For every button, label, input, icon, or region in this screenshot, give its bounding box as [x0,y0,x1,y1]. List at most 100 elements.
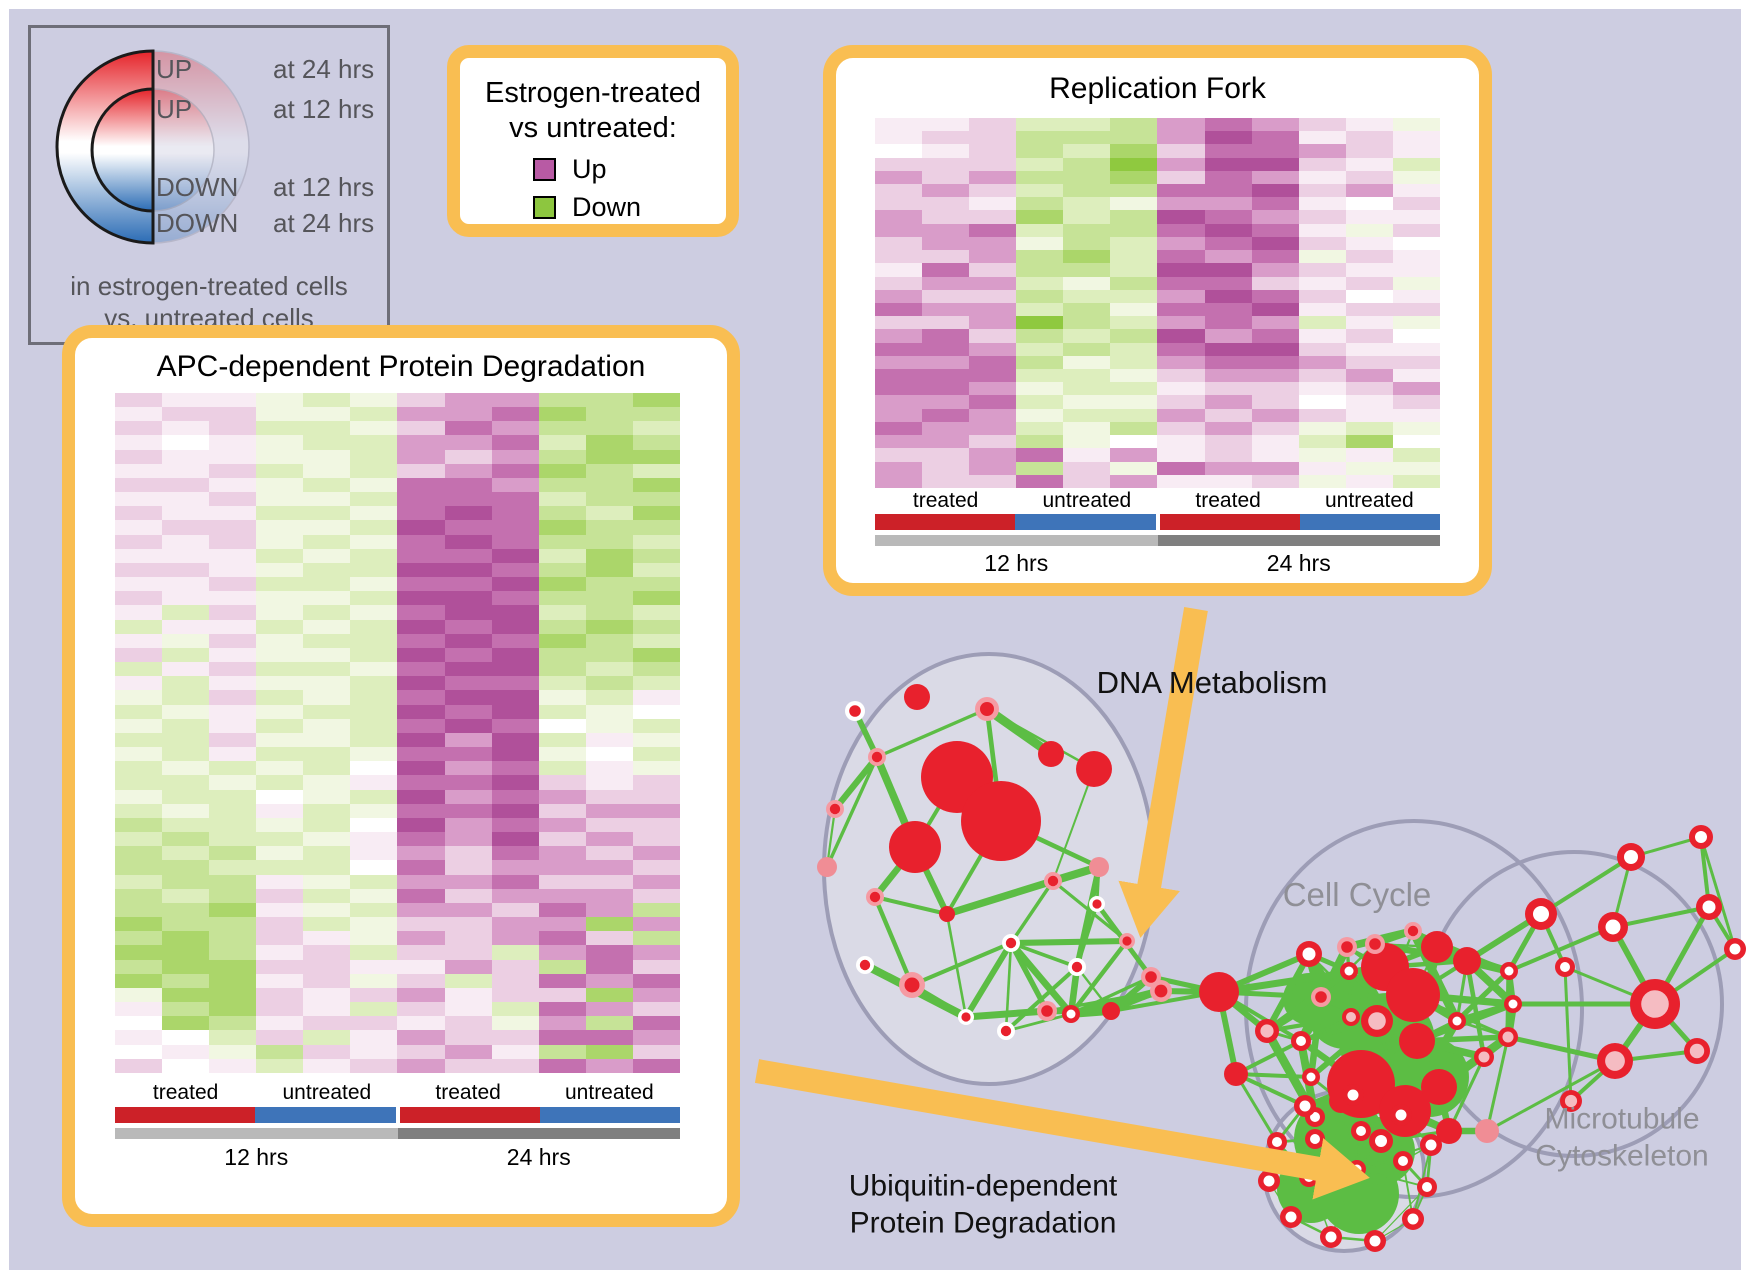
heatmap-cell [444,605,492,620]
heatmap-cell [303,747,351,762]
heatmap-cell [1251,170,1299,185]
group-label: untreated [1325,489,1414,512]
heatmap-cell [1345,276,1393,290]
heatmap-cell [1110,435,1158,449]
heatmap-cell [1063,448,1111,462]
heatmap-cell [1063,329,1111,343]
hrs24-bar [1157,535,1440,546]
network-edge [1300,1019,1378,1043]
heatmap-cell [585,633,633,648]
cluster-label: Ubiquitin-dependent Protein Degradation [848,1169,1118,1239]
heatmap-cell [256,548,304,563]
heatmap-cell [491,931,539,946]
heatmap-cell [1298,461,1346,475]
network-node-core [1047,875,1059,887]
hrs12-bar [115,1128,398,1139]
heatmap-cell [1251,263,1299,277]
network-edge [1374,1186,1428,1242]
heatmap-cell [969,395,1017,409]
heatmap-cell [397,1030,445,1045]
network-node-core [869,891,881,903]
heatmap-cell [922,342,970,356]
network-node [1696,894,1722,920]
network-node [1294,1095,1316,1117]
heatmap-cell [1251,289,1299,303]
heatmap-cell [1345,223,1393,237]
heatmap-cell [115,577,163,592]
heatmap-cell [632,1044,680,1059]
heatmap-cell [162,832,210,847]
heatmap-cell [256,732,304,748]
heatmap-cell [162,803,210,818]
heatmap-cell [350,662,398,677]
network-edge [1352,1092,1406,1114]
heatmap-cell [491,874,539,889]
heatmap-cell [444,761,492,776]
heatmap-cell [256,690,304,705]
heatmap-cell [397,817,445,833]
heatmap-cell [1392,223,1440,237]
heatmap-cell [397,732,445,748]
heatmap-cell [444,548,492,563]
heatmap-cell [632,435,680,450]
heatmap-cell [256,662,304,677]
heatmap-cell [875,474,923,488]
heatmap-cell [444,690,492,705]
heatmap-cell [632,676,680,691]
network-edge [1345,946,1351,972]
heatmap-cell [875,118,923,132]
heatmap-cell [1016,197,1064,211]
heatmap-cell [162,393,210,408]
heatmap-cell [162,917,210,932]
network-edge [965,1007,1048,1021]
heatmap-cell [162,1016,210,1031]
heatmap-cell [444,846,492,861]
network-edge [1235,1072,1306,1108]
network-edge [1612,905,1710,929]
network-edge [1374,1218,1414,1242]
heatmap-cell [209,534,257,549]
heatmap-cell [538,1016,586,1031]
heatmap-cell [585,647,633,663]
heatmap-cell [115,902,163,918]
heatmap-cell [256,435,304,450]
heatmap-cell [585,931,633,946]
heatmap-cell [115,1044,163,1059]
heatmap-cell [303,1002,351,1017]
heatmap-cell [1204,382,1252,396]
heatmap-cell [1157,329,1205,343]
heatmap-cell [350,548,398,563]
heatmap-cell [1063,210,1111,224]
heatmap-cell [1016,250,1064,264]
heatmap-cell [1298,223,1346,237]
heatmap-cell [397,676,445,691]
heatmap-cell [1063,236,1111,251]
heatmap-cell [585,945,633,960]
heatmap-cell [1204,263,1252,277]
network-node [1002,934,1020,952]
heatmap-cell [162,817,210,833]
heatmap-cell [538,718,586,733]
updown-legend-title-2: vs untreated: [509,112,677,145]
heatmap-cell [491,506,539,521]
heatmap-cell [1063,461,1111,475]
heatmap-cell [256,1016,304,1031]
heatmap-cell [538,393,586,408]
heatmap-cell [444,902,492,918]
network-node [1361,1005,1393,1037]
heatmap-cell [1298,197,1346,211]
heatmap-cell [350,803,398,818]
heatmap-cell [1345,144,1393,158]
heatmap-cell [303,1058,351,1073]
heatmap-cell [491,973,539,988]
heatmap-cell [115,477,163,493]
heatmap-cell [922,355,970,370]
heatmap-cell [632,647,680,663]
heatmap-cell [1251,355,1299,370]
heatmap-cell [1063,131,1111,145]
heatmap-cell [444,662,492,677]
heatmap-cell [444,520,492,535]
heatmap-cell [969,184,1017,198]
heatmap-cell [115,562,163,578]
heatmap-cell [1016,131,1064,145]
